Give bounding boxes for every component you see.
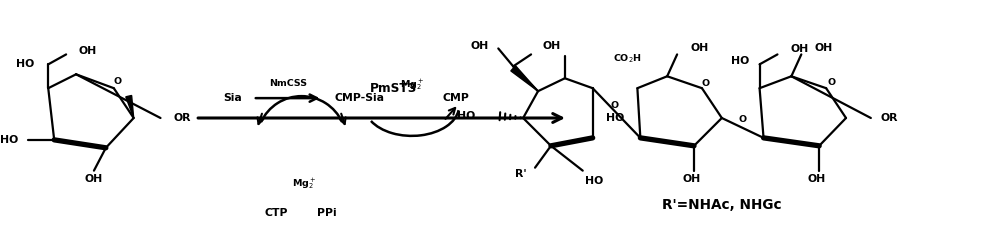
Text: HO: HO	[457, 111, 475, 121]
Text: O: O	[827, 78, 835, 87]
Text: O: O	[739, 115, 747, 124]
Polygon shape	[126, 96, 134, 118]
Text: Mg$_2^+$: Mg$_2^+$	[292, 176, 317, 191]
Text: Sia: Sia	[223, 93, 242, 103]
Text: OH: OH	[470, 42, 488, 51]
Text: O: O	[610, 101, 619, 110]
Text: HO: HO	[606, 113, 624, 123]
Text: HO: HO	[585, 176, 603, 185]
Text: CMP-Sia: CMP-Sia	[334, 93, 384, 103]
Text: OR: OR	[881, 113, 898, 123]
Text: HO: HO	[0, 135, 18, 145]
Text: NmCSS: NmCSS	[269, 79, 307, 88]
Text: OH: OH	[85, 174, 103, 184]
Text: HO: HO	[16, 59, 34, 69]
Text: O: O	[702, 79, 710, 88]
Text: R': R'	[515, 169, 527, 179]
Text: HO: HO	[731, 56, 750, 66]
Polygon shape	[511, 66, 538, 91]
Text: OH: OH	[790, 44, 809, 55]
Text: R'=NHAc, NHGc: R'=NHAc, NHGc	[662, 198, 782, 212]
Text: OH: OH	[814, 43, 832, 54]
Text: CMP: CMP	[442, 93, 469, 103]
Text: CTP: CTP	[265, 208, 288, 218]
Text: OH: OH	[683, 174, 701, 184]
Text: O: O	[114, 77, 122, 86]
Text: OH: OH	[807, 174, 825, 184]
Text: OH: OH	[690, 43, 708, 54]
Text: OR: OR	[173, 113, 191, 123]
Text: PmST3: PmST3	[370, 82, 418, 95]
Text: PPi: PPi	[317, 208, 336, 218]
Text: OH: OH	[543, 42, 561, 51]
Text: Mg$_2^+$: Mg$_2^+$	[400, 77, 424, 92]
Text: CO$_2$H: CO$_2$H	[613, 52, 641, 65]
Text: OH: OH	[78, 46, 96, 56]
